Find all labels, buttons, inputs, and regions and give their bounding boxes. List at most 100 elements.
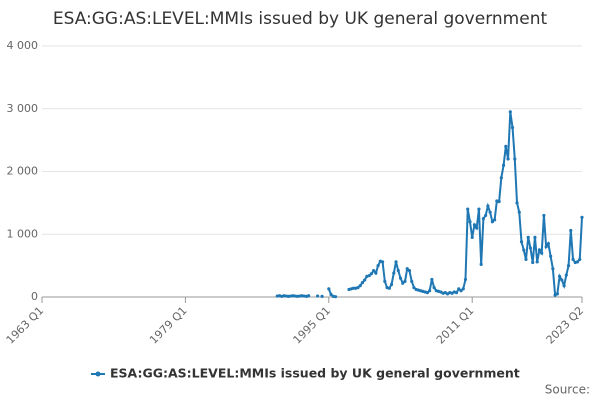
y-tick-label: 0 [31, 290, 38, 303]
data-point [457, 287, 461, 291]
data-point [575, 260, 580, 264]
data-point [524, 257, 528, 261]
data-point [546, 242, 550, 246]
data-point [517, 210, 521, 214]
data-point [560, 278, 564, 282]
data-point [510, 125, 515, 130]
data-point [488, 210, 492, 214]
data-point [327, 287, 331, 291]
data-point [329, 292, 333, 297]
data-point [472, 223, 477, 227]
data-point [351, 286, 356, 290]
data-point [580, 215, 584, 219]
data-point [506, 157, 510, 161]
data-point [428, 289, 432, 293]
x-tick-label: 1995 Q1 [291, 304, 334, 347]
data-point [454, 291, 459, 295]
data-point [392, 271, 396, 275]
data-point [504, 144, 508, 148]
data-point [403, 279, 407, 283]
data-point [383, 279, 387, 283]
chart-title: ESA:GG:AS:LEVEL:MMIs issued by UK genera… [53, 9, 548, 29]
data-point [410, 279, 414, 283]
data-point [557, 274, 562, 278]
data-point [528, 246, 533, 250]
data-point [479, 262, 483, 266]
data-point [549, 254, 553, 258]
data-point [376, 264, 380, 268]
data-point [367, 274, 371, 278]
data-point [519, 240, 524, 244]
data-point [363, 278, 367, 282]
data-point [463, 277, 468, 282]
data-point [369, 272, 373, 276]
legend-label: ESA:GG:AS:LEVEL:MMIs issued by UK genera… [110, 366, 520, 381]
data-point [490, 220, 494, 224]
data-point [564, 273, 568, 277]
data-point [578, 257, 582, 261]
data-point [372, 269, 376, 273]
data-point [537, 248, 542, 252]
data-point [466, 207, 470, 211]
data-point [540, 251, 544, 255]
data-point [515, 201, 519, 205]
data-point [566, 264, 571, 268]
data-point [470, 235, 474, 239]
x-tick-label: 2023 Q2 [544, 304, 587, 347]
data-point [389, 282, 394, 287]
data-point [333, 295, 338, 299]
data-point [425, 291, 429, 295]
data-point [513, 157, 517, 161]
data-point [493, 218, 497, 222]
data-point [486, 204, 490, 208]
data-point [316, 294, 320, 298]
data-point [499, 176, 503, 180]
data-point [358, 284, 362, 288]
data-point [526, 235, 530, 239]
x-tick-label: 1963 Q1 [4, 304, 47, 347]
data-point [459, 289, 463, 293]
data-point [398, 276, 403, 280]
y-tick-label: 4 000 [7, 39, 39, 52]
data-point [571, 257, 575, 261]
data-point [320, 294, 324, 298]
data-point [380, 260, 385, 264]
data-point [475, 226, 479, 230]
data-point [542, 213, 546, 218]
data-point [468, 220, 472, 224]
x-tick-label: 1979 Q1 [147, 304, 190, 347]
data-point [562, 284, 566, 288]
data-point [569, 228, 573, 233]
y-tick-label: 1 000 [7, 227, 39, 240]
data-point [356, 285, 360, 290]
data-point [387, 286, 391, 290]
data-point [531, 260, 535, 265]
x-tick-label: 2011 Q1 [434, 304, 477, 347]
data-point [477, 207, 481, 211]
y-tick-label: 3 000 [7, 102, 39, 115]
data-point [484, 213, 488, 218]
data-point [535, 260, 539, 264]
series-line [348, 111, 583, 297]
data-point [544, 245, 548, 249]
data-point [401, 281, 405, 285]
data-point [508, 110, 512, 114]
y-tick-label: 2 000 [7, 165, 39, 178]
data-point [522, 248, 526, 252]
data-point [481, 216, 486, 221]
data-point [396, 269, 400, 273]
data-point [497, 200, 501, 204]
data-point [405, 267, 409, 271]
data-point [412, 285, 416, 290]
data-point [430, 277, 434, 282]
data-point [374, 271, 378, 275]
data-point [461, 287, 465, 291]
source-label: Source: [545, 383, 590, 397]
data-point [533, 235, 537, 239]
data-point [432, 285, 436, 290]
data-point [407, 269, 412, 273]
data-point [551, 267, 555, 271]
data-point [501, 163, 506, 167]
data-point [307, 294, 311, 298]
